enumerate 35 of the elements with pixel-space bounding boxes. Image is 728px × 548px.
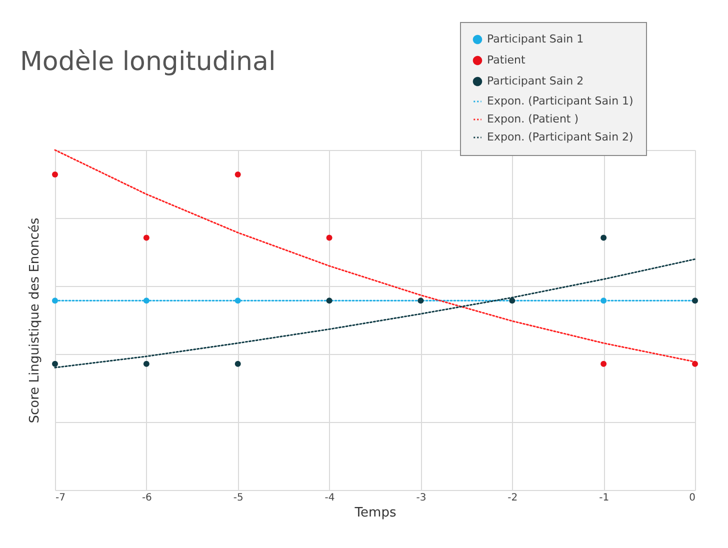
x-tick-label: -2 — [508, 492, 518, 504]
y-axis-title: Score Linguistique des Enoncés — [28, 217, 42, 424]
point — [234, 298, 241, 304]
point — [143, 360, 150, 367]
x-axis-title: Temps — [354, 506, 396, 520]
point — [143, 298, 150, 304]
point — [52, 360, 58, 367]
point — [326, 298, 332, 304]
point — [143, 234, 150, 241]
point — [509, 298, 516, 304]
point — [692, 298, 698, 304]
legend-label: Expon. (Participant Sain 1) — [487, 94, 634, 108]
x-tick-label: -7 — [56, 492, 66, 504]
point — [52, 298, 58, 304]
x-tick-label: -5 — [233, 492, 244, 504]
point — [234, 360, 241, 367]
point — [600, 298, 607, 304]
x-tick-label: -3 — [416, 492, 426, 504]
x-tick-label: -4 — [324, 492, 335, 504]
legend-label: Expon. (Patient ) — [487, 112, 579, 126]
point — [326, 234, 332, 241]
point — [692, 360, 698, 367]
chart-title: Modèle longitudinal — [20, 47, 276, 77]
point — [52, 171, 58, 178]
point — [600, 234, 607, 241]
x-tick-label: 0 — [689, 492, 696, 504]
point — [418, 298, 424, 304]
legend-label: Participant Sain 1 — [487, 32, 584, 46]
legend-label: Participant Sain 2 — [487, 74, 584, 88]
point — [234, 171, 241, 178]
x-tick-label: -6 — [142, 492, 152, 504]
x-tick-label: -1 — [599, 492, 610, 504]
legend-label: Expon. (Participant Sain 2) — [487, 130, 634, 144]
legend-label: Patient — [487, 54, 526, 66]
point — [600, 360, 607, 367]
